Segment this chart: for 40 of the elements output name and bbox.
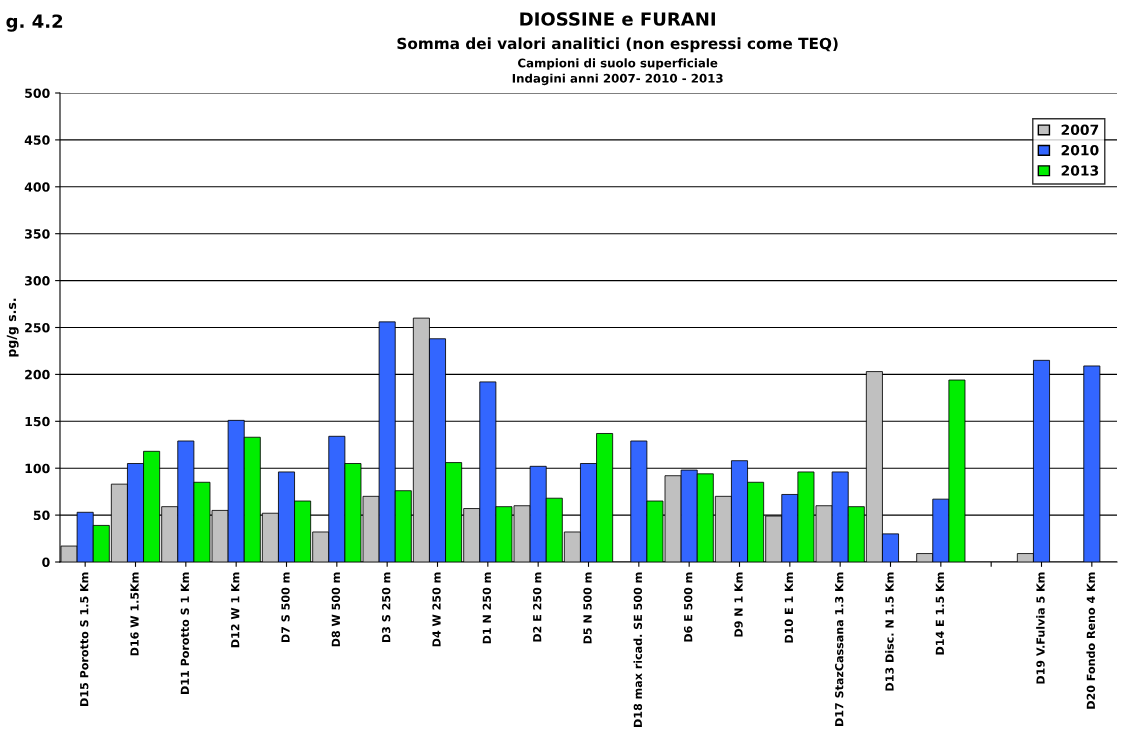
x-tick-label: D3 S 250 m — [381, 572, 391, 643]
legend-label: 2010 — [1061, 144, 1099, 156]
y-tick-label: 50 — [33, 510, 50, 521]
x-tick-label: D13 Disc. N 1.5 Km — [885, 572, 894, 691]
y-tick-label: 250 — [25, 322, 50, 333]
y-tick-label: 400 — [24, 182, 50, 192]
y-tick-label: 450 — [24, 135, 50, 145]
x-tick-label: D18 max ricad. SE 500 m — [633, 572, 643, 727]
x-tick-label: D4 W 250 m — [432, 572, 441, 647]
y-tick-label: 0 — [42, 557, 50, 567]
text: g. 4.2 — [6, 14, 63, 32]
x-tick-label: D6 E 500 m — [683, 572, 693, 642]
x-tick-label: D19 V.Fulvia 5 Km — [1036, 572, 1045, 684]
x-tick-label: D8 W 500 m — [331, 572, 341, 647]
x-tick-label: D15 Porotto S 1.5 Km — [79, 572, 89, 706]
x-tick-label: D14 E 1.5 Km — [935, 572, 945, 655]
y-tick-label: 200 — [25, 369, 50, 380]
text: Indagini anni 2007- 2010 - 2013 — [512, 73, 723, 86]
text: Campioni di suolo superficiale — [518, 58, 718, 70]
x-tick-label: D10 E 1 Km — [784, 572, 794, 643]
y-tick-label: 100 — [25, 463, 50, 474]
y-tick-label: 300 — [25, 276, 50, 286]
x-tick-label: D9 N 1 Km — [734, 572, 743, 637]
legend-label: 2007 — [1061, 124, 1099, 136]
x-tick-label: D1 N 250 m — [482, 572, 492, 644]
x-tick-label: D16 W 1.5Km — [130, 572, 139, 656]
y-tick-label: 500 — [25, 88, 50, 98]
x-tick-label: D5 N 500 m — [583, 572, 592, 644]
x-tick-label: D12 W 1 Km — [230, 572, 240, 648]
x-tick-label: D7 S 500 m — [281, 572, 290, 643]
x-tick-label: D2 E 250 m — [532, 572, 542, 642]
chart-subtitle: Somma dei valori analitici (non espressi come TEQ) — [397, 37, 838, 53]
legend-label: 2013 — [1061, 165, 1099, 176]
y-tick-label: 150 — [25, 416, 50, 427]
chart-title: DIOSSINE e FURANI — [520, 12, 715, 26]
y-tick-label: 350 — [25, 229, 50, 239]
x-tick-label: D17 StazCassana 1.3 Km — [834, 572, 844, 726]
y-axis-title: pg/g s.s. — [6, 298, 19, 357]
x-tick-label: D20 Fondo Reno 4 Km — [1086, 572, 1096, 709]
x-tick-label: D11 Porotto S 1 Km — [180, 572, 190, 694]
